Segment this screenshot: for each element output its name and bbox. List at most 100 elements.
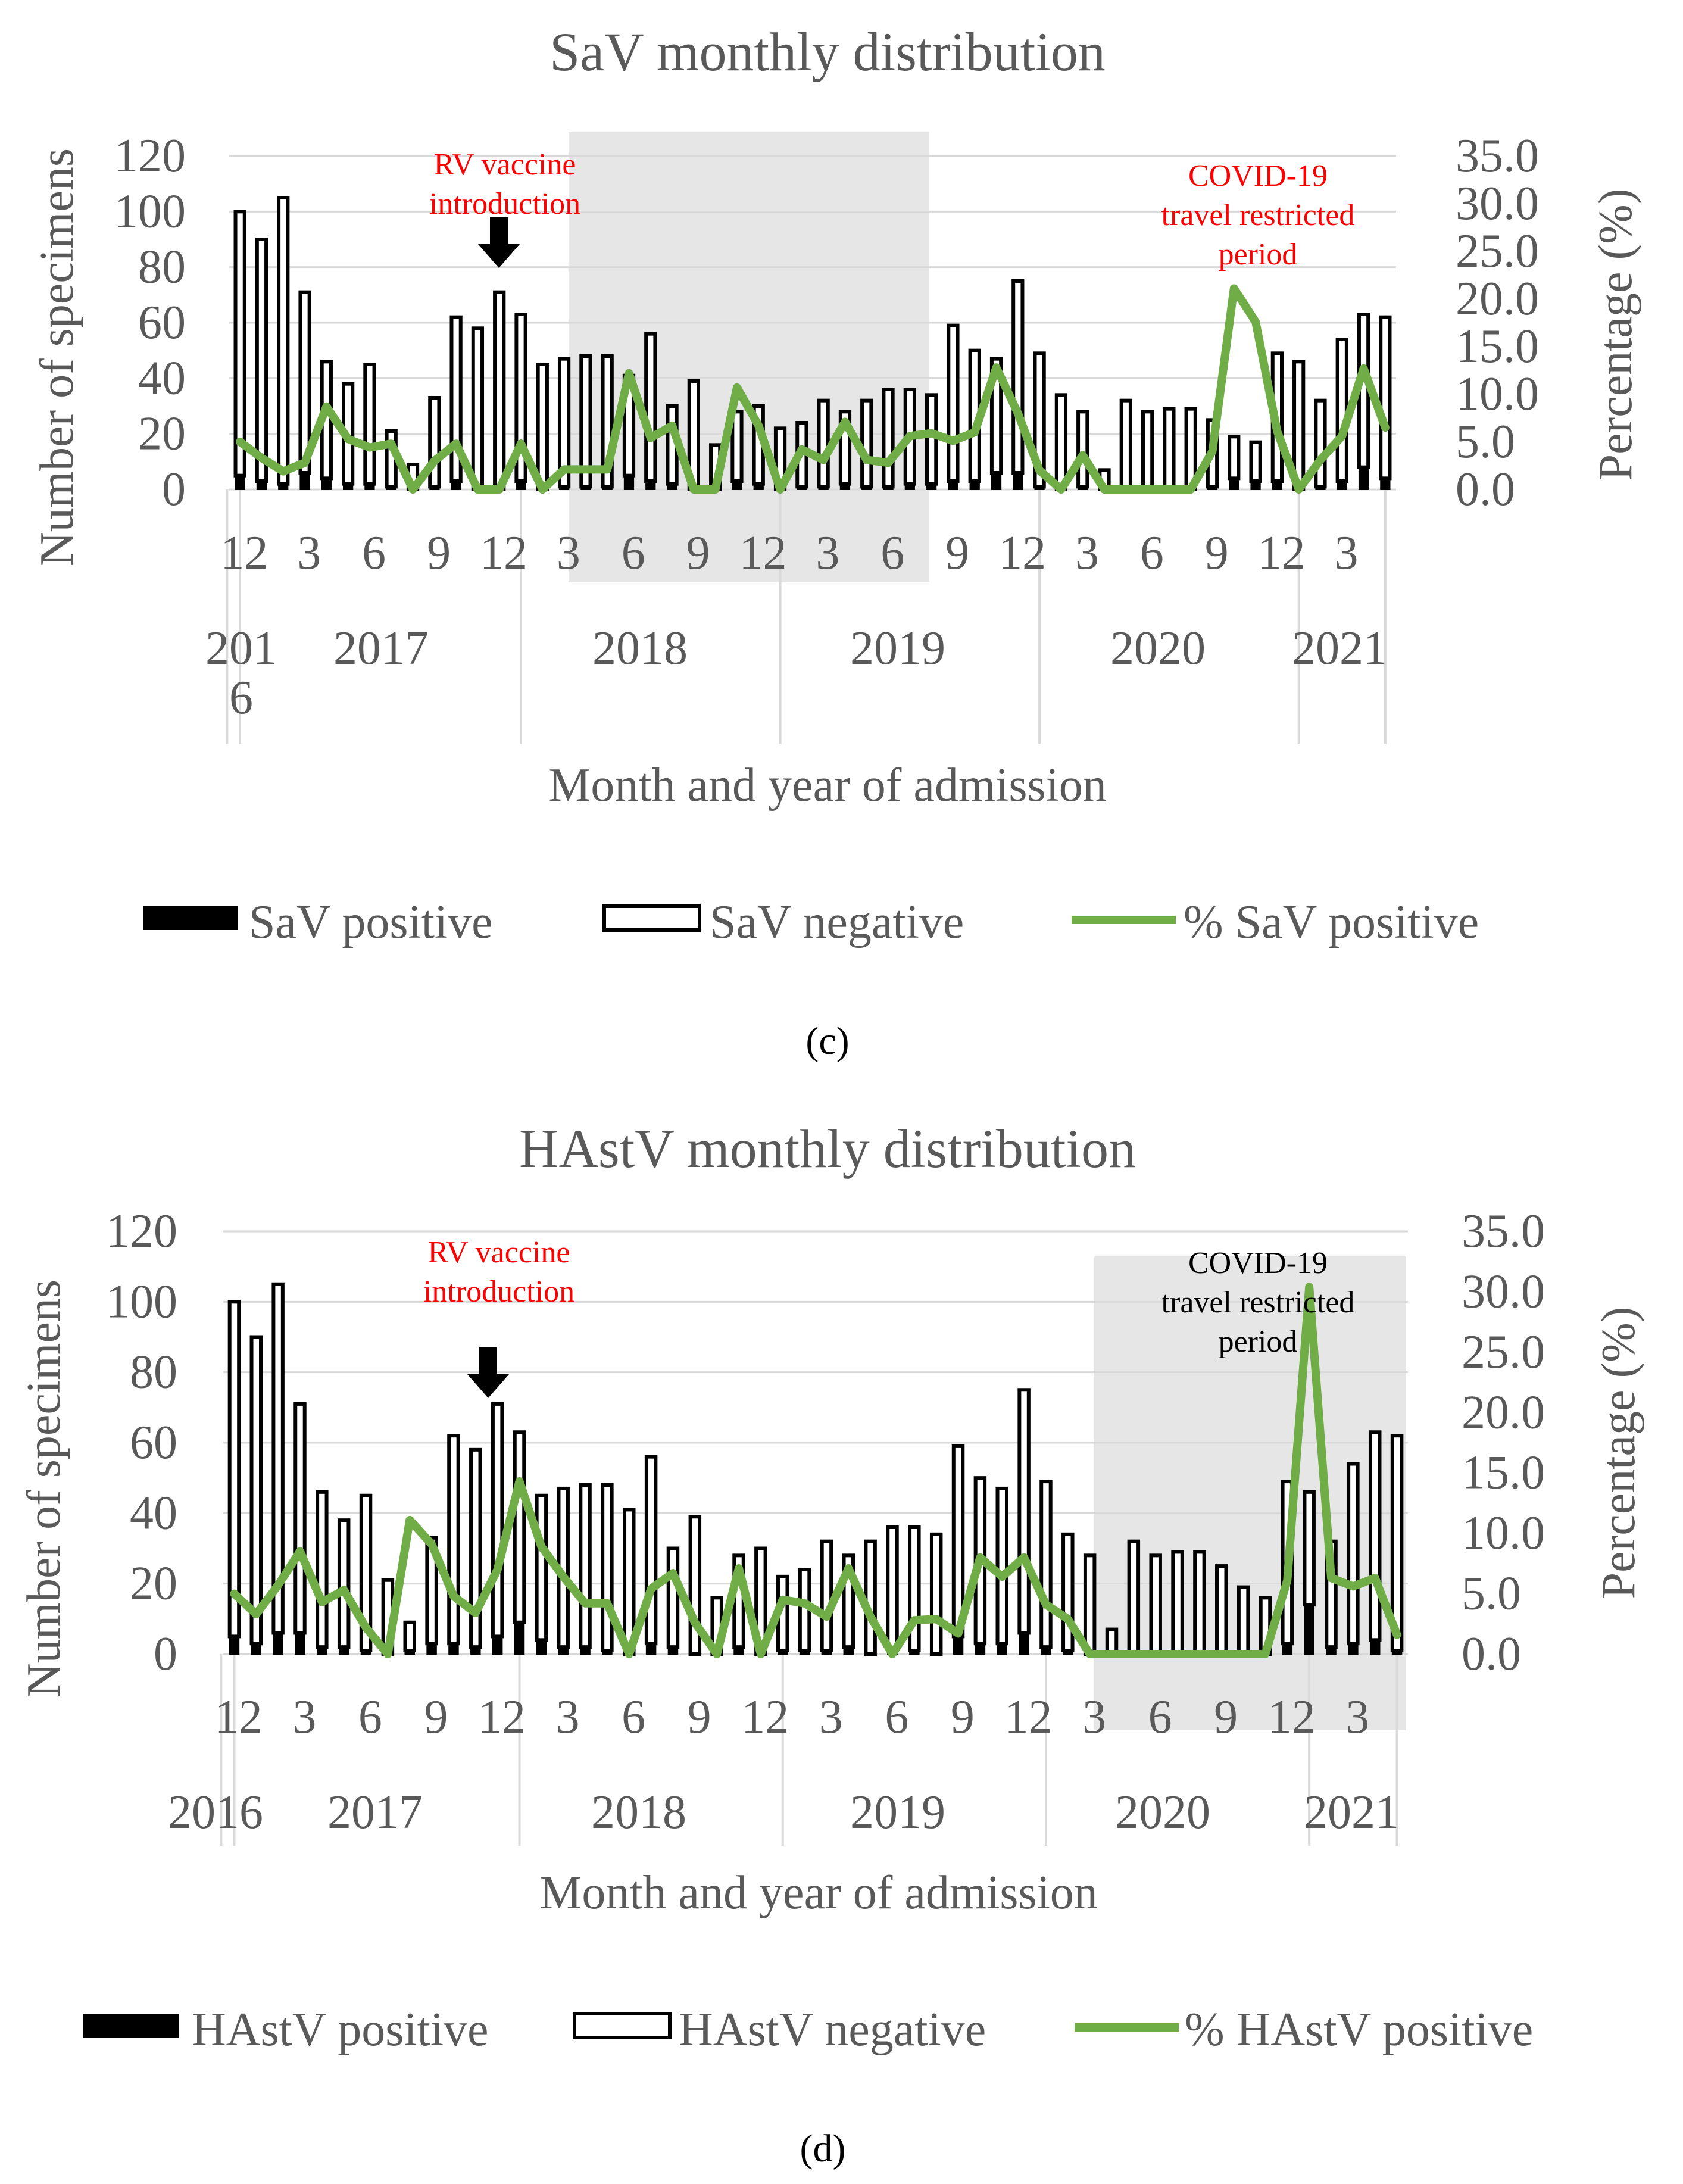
month-tick-label: 12 (1258, 527, 1306, 579)
bar-negative (644, 1455, 658, 1646)
down-arrow-icon (467, 1347, 509, 1398)
legend-swatch-positive (143, 906, 238, 930)
percent-point (282, 470, 284, 472)
bar-negative (1368, 1430, 1382, 1642)
bar-negative (293, 1402, 307, 1635)
month-tick-label: 3 (292, 1691, 316, 1743)
bar-positive (299, 472, 310, 490)
percent-point (541, 1546, 542, 1547)
bar-positive (404, 1650, 415, 1655)
month-tick-label: 9 (427, 527, 451, 579)
bar-positive (448, 1643, 459, 1655)
percent-point (650, 1588, 652, 1590)
percent-point (455, 443, 457, 445)
bar-negative (929, 1532, 943, 1656)
bar-positive (733, 1646, 744, 1655)
year-label: 2016 (168, 1786, 263, 1839)
percent-point (823, 459, 825, 461)
percent-point (935, 1618, 937, 1620)
y2-tick-label: 20.0 (1456, 273, 1539, 325)
bar-positive (843, 1646, 854, 1655)
percent-point (672, 425, 673, 426)
percent-point (585, 1602, 586, 1604)
percent-point (1220, 1653, 1222, 1655)
y2-tick-label: 30.0 (1462, 1265, 1545, 1318)
percent-point (738, 1567, 740, 1569)
percent-point (1211, 451, 1213, 452)
down-arrow-icon (478, 217, 520, 268)
bar-positive (273, 1632, 283, 1655)
bar-positive (975, 1643, 986, 1655)
bar-negative (947, 323, 960, 483)
bar-negative (513, 1430, 526, 1624)
y-tick-label: 100 (106, 1275, 177, 1328)
y-tick-label: 20 (130, 1558, 177, 1610)
bar-negative (249, 1335, 263, 1646)
bar-positive (1272, 481, 1282, 490)
bar-positive (1034, 486, 1045, 490)
year-label: 2020 (1110, 622, 1206, 675)
percent-point (255, 1614, 257, 1615)
percent-point (409, 1519, 411, 1521)
y2-tick-label: 10.0 (1462, 1507, 1545, 1559)
y-tick-label: 100 (114, 185, 186, 238)
month-tick-label: 12 (480, 527, 527, 579)
bar-positive (753, 483, 764, 491)
percent-point (714, 489, 716, 490)
bar-positive (1326, 1646, 1337, 1655)
bar-positive (321, 478, 332, 490)
percent-point (1039, 470, 1041, 471)
y-tick-label: 40 (138, 352, 186, 404)
percent-point (760, 1653, 761, 1655)
percent-point (474, 1612, 476, 1614)
bar-negative (1017, 1388, 1031, 1635)
percent-point (326, 405, 327, 407)
vaccine-annotation-line2: introduction (429, 187, 580, 221)
bar-positive (1337, 481, 1347, 490)
bar-positive (360, 1650, 371, 1655)
axis-ticks: 0 20 40 60 80 100 120 0.0 5.0 10.0 15.0 20.0 25.0 30.… (106, 1205, 1545, 1839)
month-tick-label: 6 (1140, 527, 1164, 579)
percent-point (365, 1627, 367, 1628)
legend-swatch-negative (602, 904, 701, 932)
percent-point (321, 1601, 323, 1603)
bar-positive (295, 1632, 305, 1655)
month-tick-label: 9 (688, 1691, 711, 1743)
bar-positive (278, 483, 289, 491)
percent-point (1198, 1653, 1200, 1655)
percent-point (1287, 1580, 1288, 1581)
y2-axis-title: Percentage (%) (1590, 189, 1642, 481)
percent-point (542, 489, 544, 490)
bar-positive (839, 483, 851, 491)
bar-negative (471, 326, 485, 491)
bar-positive (1358, 466, 1369, 491)
bar-negative (1163, 407, 1176, 492)
percent-points (239, 288, 1386, 490)
y-axis-title: Number of specimens (31, 148, 83, 566)
month-tick-label: 6 (362, 527, 386, 579)
percent-point (343, 1589, 345, 1591)
percent-point (736, 386, 738, 388)
y2-tick-label: 10.0 (1456, 368, 1539, 420)
percent-point (1017, 413, 1019, 414)
bar-negative (491, 1402, 504, 1639)
percent-point (888, 462, 889, 464)
bar-positive (948, 481, 958, 490)
bar-negative (579, 1483, 592, 1649)
bar-negative (860, 398, 873, 489)
month-tick-label: 3 (1082, 1691, 1106, 1743)
month-tick-label: 3 (1335, 527, 1359, 579)
percent-point (952, 440, 954, 442)
percent-point (913, 1620, 915, 1621)
percent-point (497, 1569, 498, 1570)
month-tick-label: 6 (622, 527, 645, 579)
percent-point (1341, 435, 1343, 437)
bar-negative (1303, 1490, 1316, 1607)
bar-negative (1347, 1462, 1360, 1646)
covid-annotation-line3: period (1219, 238, 1298, 272)
bar-negative (1193, 1550, 1206, 1656)
year-label: 2017 (333, 622, 429, 675)
bar-positive (777, 1650, 788, 1655)
percent-point (369, 447, 370, 448)
percent-point (433, 460, 435, 461)
